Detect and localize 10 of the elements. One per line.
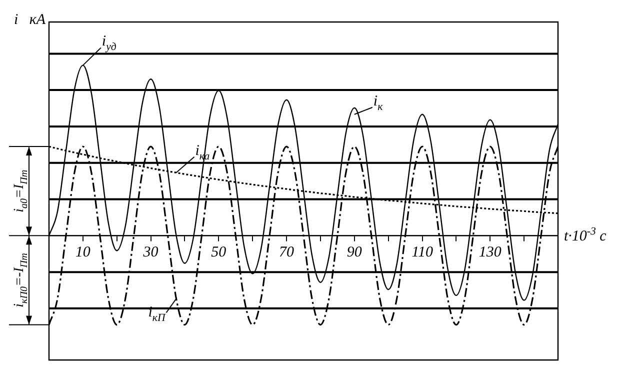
x-tick-label: 110 — [412, 244, 434, 261]
text: iкП0=-IПm — [12, 253, 30, 308]
x-tick-label: 50 — [211, 244, 227, 261]
text: iа0=IПm — [12, 170, 30, 212]
x-tick-label: 130 — [478, 244, 502, 261]
x-tick-label: 70 — [279, 244, 295, 261]
y-axis-title: i кА — [14, 12, 46, 28]
x-tick-label: 10 — [75, 244, 91, 261]
x-tick-label: 30 — [142, 244, 159, 261]
x-tick-label: 90 — [346, 244, 362, 261]
